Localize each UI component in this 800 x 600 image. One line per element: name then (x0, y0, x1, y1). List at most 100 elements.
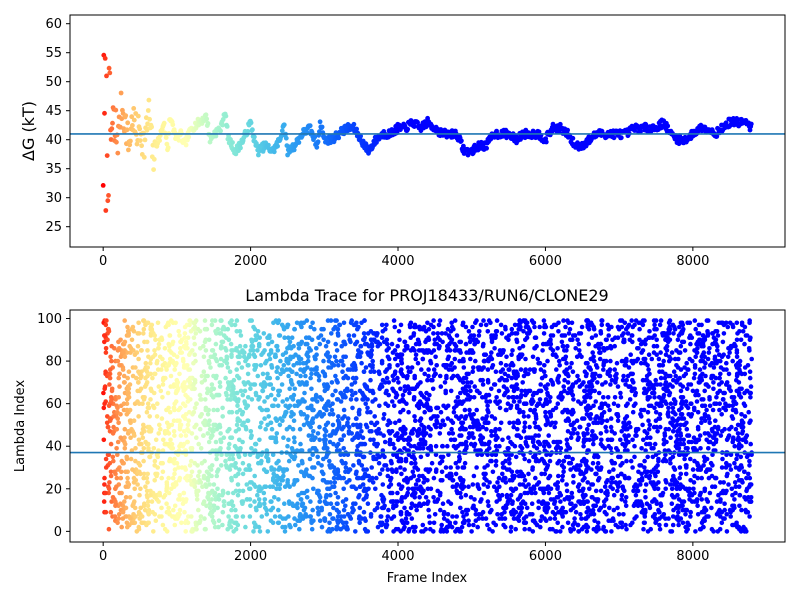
lambda-trace-point (542, 384, 548, 389)
lambda-trace-point (413, 460, 418, 466)
lambda-trace-point (130, 467, 135, 472)
lambda-trace-point (670, 429, 676, 434)
lambda-trace-point (348, 320, 354, 326)
lambda-trace-point (395, 375, 400, 381)
lambda-trace-point (533, 490, 538, 496)
lambda-trace-point (488, 320, 493, 326)
delta-g-point (137, 138, 143, 144)
lambda-trace-point (366, 486, 371, 492)
delta-g-point (220, 117, 226, 122)
lambda-trace-point (172, 433, 177, 438)
lambda-trace-point (653, 473, 658, 479)
lambda-trace-point (408, 369, 413, 375)
lambda-trace-point (683, 463, 689, 468)
delta-g-point (113, 107, 119, 113)
lambda-trace-point (627, 397, 633, 402)
lambda-trace-point (489, 350, 494, 355)
lambda-trace-point (592, 454, 597, 460)
lambda-trace-point (545, 341, 550, 347)
delta-g-point (125, 120, 131, 126)
lambda-trace-point (608, 437, 613, 443)
lambda-trace-point (413, 482, 419, 487)
lambda-trace-point (353, 529, 358, 534)
lambda-trace-point (270, 520, 276, 526)
lambda-trace-point (460, 465, 466, 470)
delta-g-point (220, 122, 226, 128)
lambda-trace-point (257, 437, 262, 443)
lambda-trace-point (153, 518, 159, 523)
lambda-trace-point (240, 499, 246, 504)
lambda-trace-point (258, 363, 264, 368)
lambda-trace-point (675, 337, 681, 343)
lambda-trace-point (475, 420, 481, 426)
lambda-trace-point (633, 492, 639, 498)
lambda-trace-point (572, 333, 578, 338)
lambda-trace-point (392, 356, 398, 362)
lambda-trace-point (207, 501, 213, 507)
lambda-trace-point (473, 358, 478, 364)
lambda-trace-point (677, 375, 682, 381)
lambda-trace-point (632, 454, 637, 460)
lambda-trace-point (233, 507, 238, 513)
lambda-trace-point (661, 437, 667, 443)
lambda-trace-point (108, 441, 114, 447)
lambda-trace-point (583, 360, 589, 366)
lambda-trace-point (386, 380, 392, 385)
lambda-trace-point (655, 463, 660, 468)
lambda-trace-point (184, 497, 189, 502)
lambda-trace-point (730, 358, 735, 364)
lambda-trace-point (159, 475, 164, 481)
lambda-trace-point (329, 380, 335, 385)
lambda-trace-point (185, 439, 190, 445)
lambda-trace-point (554, 529, 559, 534)
lambda-trace-point (445, 416, 451, 421)
lambda-trace-point (571, 473, 576, 479)
lambda-trace-point (716, 320, 721, 326)
lambda-trace-point (146, 499, 151, 504)
lambda-trace-point (328, 492, 333, 498)
lambda-trace-point (325, 339, 331, 345)
lambda-trace-point (183, 433, 189, 438)
lambda-trace-point (437, 318, 443, 323)
lambda-trace-point (161, 495, 166, 500)
lambda-trace-point (460, 380, 466, 385)
lambda-trace-point (721, 516, 726, 521)
lambda-trace-point (519, 392, 524, 398)
delta-g-point (218, 128, 224, 134)
lambda-trace-point (135, 343, 141, 349)
lambda-trace-point (671, 495, 676, 500)
lambda-trace-point (182, 403, 188, 409)
lambda-trace-point (728, 514, 733, 519)
lambda-trace-point (494, 488, 500, 494)
lambda-trace-point (566, 373, 571, 379)
lambda-trace-point (565, 318, 570, 323)
lambda-trace-point (466, 329, 472, 334)
x-tick-label: 8000 (676, 254, 709, 269)
lambda-trace-point (415, 478, 420, 483)
lambda-trace-point (444, 529, 450, 534)
lambda-trace-point (684, 386, 690, 392)
lambda-trace-point (495, 435, 500, 441)
lambda-trace-point (210, 318, 215, 323)
lambda-trace-point (668, 460, 673, 466)
lambda-trace-point (628, 458, 634, 464)
lambda-trace-point (648, 480, 654, 485)
lambda-trace-point (223, 390, 229, 396)
lambda-trace-point (678, 471, 684, 477)
lambda-trace-point (178, 405, 183, 411)
lambda-trace-point (607, 369, 612, 375)
lambda-trace-point (194, 492, 200, 498)
lambda-trace-point (359, 429, 364, 434)
lambda-trace-point (251, 529, 256, 534)
lambda-trace-point (519, 388, 524, 394)
lambda-trace-point (213, 439, 219, 445)
lambda-trace-point (643, 448, 648, 453)
lambda-trace-point (428, 426, 434, 432)
lambda-trace-point (443, 465, 449, 470)
lambda-trace-point (724, 488, 729, 494)
lambda-trace-point (437, 460, 443, 466)
lambda-trace-point (464, 397, 470, 402)
lambda-trace-point (212, 492, 217, 498)
lambda-trace-point (688, 514, 693, 519)
lambda-trace-point (569, 360, 574, 366)
